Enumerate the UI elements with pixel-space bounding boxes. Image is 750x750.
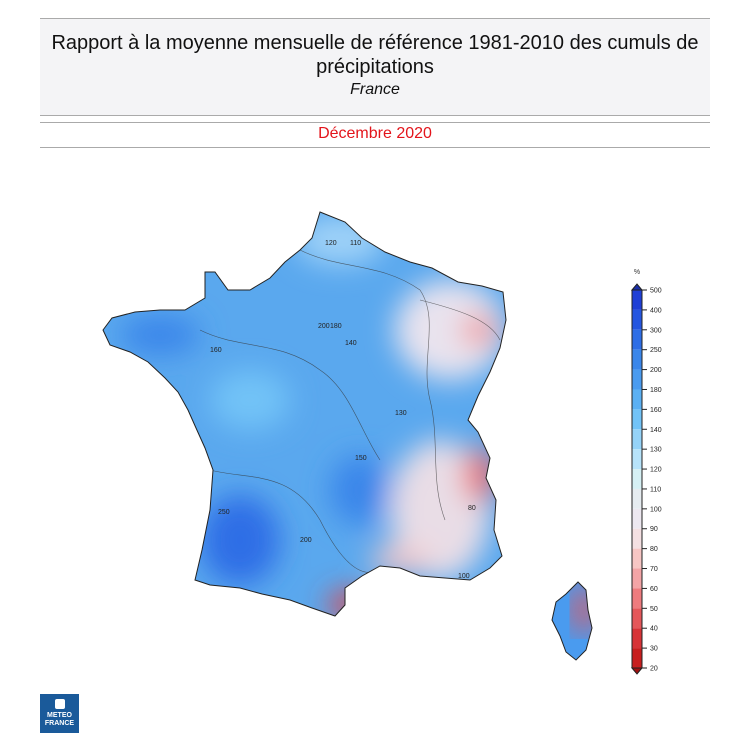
legend-band xyxy=(632,469,642,489)
period-label: Décembre 2020 xyxy=(40,122,710,148)
legend-tick-label: 200 xyxy=(650,367,662,374)
legend-band xyxy=(632,508,642,529)
svg-text:200: 200 xyxy=(318,323,330,330)
legend-band xyxy=(632,528,642,549)
legend-band xyxy=(632,329,642,350)
legend-tick-label: 100 xyxy=(650,506,662,513)
legend-band xyxy=(632,568,642,589)
legend-band xyxy=(632,409,642,430)
svg-text:140: 140 xyxy=(345,340,357,347)
legend-band xyxy=(632,309,642,330)
legend-band xyxy=(632,429,642,450)
svg-text:110: 110 xyxy=(350,240,361,247)
svg-text:160: 160 xyxy=(210,347,222,354)
legend-tick-label: 140 xyxy=(650,427,662,434)
svg-text:120: 120 xyxy=(325,240,337,247)
title-panel: Rapport à la moyenne mensuelle de référe… xyxy=(40,18,710,116)
legend-top-arrow-icon xyxy=(630,283,644,291)
legend-band xyxy=(632,389,642,410)
color-legend: % 500 400 300 250 200 180 160 140 130 120 110 100 90… xyxy=(630,269,662,675)
legend-band xyxy=(632,548,642,569)
france-map: 120 110 200 180 140 160 130 250 200 100 … xyxy=(103,212,506,616)
legend-band xyxy=(632,369,642,390)
svg-text:130: 130 xyxy=(395,410,407,417)
contour-labels: 120 110 200 180 140 160 130 250 200 100 … xyxy=(210,240,476,580)
corsica-map xyxy=(552,582,592,660)
legend-tick-label: 60 xyxy=(650,586,658,593)
svg-text:100: 100 xyxy=(458,573,470,580)
legend-tick-label: 50 xyxy=(650,606,658,613)
contour-lines xyxy=(199,249,501,573)
legend-bottom-arrow-icon xyxy=(630,667,644,675)
legend-tick-label: 40 xyxy=(650,626,658,633)
svg-text:200: 200 xyxy=(300,537,312,544)
legend-tick-label: 30 xyxy=(650,646,658,653)
legend-tick-label: 20 xyxy=(650,666,658,673)
legend-tick-label: 110 xyxy=(650,486,661,493)
logo-mark-icon xyxy=(54,699,65,709)
legend-unit: % xyxy=(634,269,640,276)
legend-band xyxy=(632,608,642,629)
legend-band xyxy=(632,349,642,370)
legend-tick-label: 250 xyxy=(650,347,662,354)
svg-text:80: 80 xyxy=(468,505,476,512)
svg-text:250: 250 xyxy=(218,509,230,516)
svg-text:180: 180 xyxy=(330,323,342,330)
legend-band xyxy=(632,290,642,310)
legend-tick-label: 70 xyxy=(650,566,658,573)
meteo-france-logo: METEO FRANCE xyxy=(40,694,79,733)
legend-band xyxy=(632,449,642,470)
map-title: Rapport à la moyenne mensuelle de référe… xyxy=(51,32,699,78)
legend-tick-label: 160 xyxy=(650,407,662,414)
legend-band xyxy=(632,648,642,668)
legend-tick-label: 80 xyxy=(650,546,658,553)
legend-band xyxy=(632,628,642,649)
legend-tick-label: 180 xyxy=(650,387,662,394)
region-subtitle: France xyxy=(350,81,400,98)
legend-tick-label: 300 xyxy=(650,327,662,334)
legend-band xyxy=(632,588,642,609)
legend-tick-label: 90 xyxy=(650,526,658,533)
legend-tick-label: 500 xyxy=(650,288,662,295)
legend-tick-label: 120 xyxy=(650,467,662,474)
legend-tick-label: 400 xyxy=(650,307,662,314)
svg-text:150: 150 xyxy=(355,455,367,462)
legend-band xyxy=(632,488,642,509)
legend-tick-label: 130 xyxy=(650,447,662,454)
